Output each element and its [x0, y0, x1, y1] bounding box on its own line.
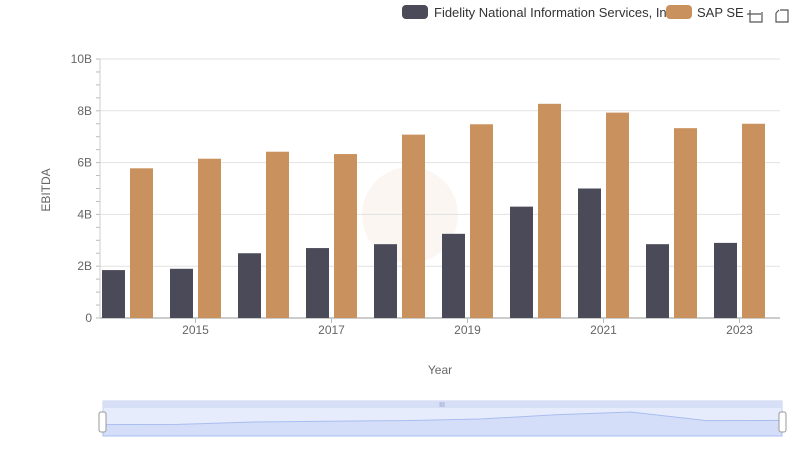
- y-axis: 0 2B 4B 6B 8B 10B: [71, 52, 101, 325]
- x-tick-label: 2019: [454, 323, 481, 337]
- range-slider[interactable]: III: [98, 400, 787, 437]
- x-tick-label: 2023: [726, 323, 753, 337]
- bar-sap-2014[interactable]: [130, 168, 153, 318]
- bar-fidelity-2020[interactable]: [510, 206, 533, 318]
- bar-fidelity-2018[interactable]: [374, 244, 397, 318]
- legend-swatch-sap[interactable]: [666, 5, 692, 19]
- bar-fidelity-2017[interactable]: [306, 248, 329, 318]
- range-slider-right-handle[interactable]: [778, 411, 787, 433]
- bar-sap-2018[interactable]: [402, 134, 425, 318]
- bar-fidelity-2016[interactable]: [238, 253, 261, 318]
- bar-sap-2015[interactable]: [198, 158, 221, 318]
- legend[interactable]: Fidelity National Information Services, …: [402, 5, 744, 20]
- bar-fidelity-2022[interactable]: [646, 244, 669, 318]
- legend-swatch-fidelity[interactable]: [402, 5, 428, 19]
- y-axis-title: EBITDA: [39, 168, 53, 211]
- bar-fidelity-2019[interactable]: [442, 233, 465, 318]
- bar-sap-2017[interactable]: [334, 154, 357, 318]
- y-tick-label: 4B: [77, 207, 92, 221]
- zoom-select-icon[interactable]: [747, 10, 763, 23]
- y-tick-label: 10B: [71, 52, 92, 66]
- range-slider-left-handle[interactable]: [98, 411, 107, 433]
- x-tick-label: 2015: [182, 323, 209, 337]
- legend-label-fidelity[interactable]: Fidelity National Information Services, …: [434, 5, 677, 20]
- x-axis: 2015 2017 2019 2021 2023: [182, 318, 753, 337]
- x-tick-label: 2017: [318, 323, 345, 337]
- bar-fidelity-2015[interactable]: [170, 268, 193, 318]
- y-tick-label: 6B: [77, 156, 92, 170]
- y-tick-label: 8B: [77, 104, 92, 118]
- zoom-reset-icon[interactable]: [775, 9, 789, 23]
- range-slider-handle-bar[interactable]: [103, 401, 782, 408]
- legend-label-sap[interactable]: SAP SE: [697, 5, 744, 20]
- y-tick-label: 2B: [77, 259, 92, 273]
- bar-fidelity-2021[interactable]: [578, 188, 601, 319]
- bar-sap-2019[interactable]: [470, 124, 493, 318]
- y-tick-label: 0: [85, 311, 92, 325]
- bar-sap-2021[interactable]: [606, 112, 629, 318]
- x-axis-title: Year: [428, 363, 452, 377]
- bars: [102, 103, 765, 319]
- bar-sap-2023[interactable]: [742, 123, 765, 318]
- bar-fidelity-2023[interactable]: [714, 242, 737, 318]
- bar-sap-2022[interactable]: [674, 128, 697, 318]
- x-tick-label: 2021: [590, 323, 617, 337]
- bar-sap-2016[interactable]: [266, 151, 289, 318]
- range-slider-preview: [102, 411, 783, 437]
- bar-sap-2020[interactable]: [538, 103, 561, 318]
- range-slider-grip-icon[interactable]: III: [439, 402, 445, 409]
- bar-fidelity-2014[interactable]: [102, 270, 125, 318]
